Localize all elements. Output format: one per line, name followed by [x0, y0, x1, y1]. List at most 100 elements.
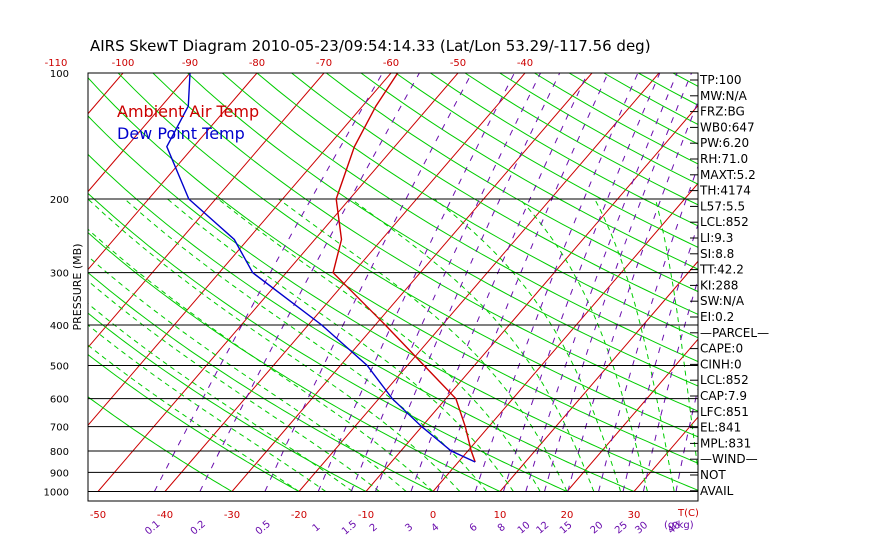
mixing-ratio-line	[567, 100, 698, 492]
dry-adiabat-line	[88, 312, 367, 492]
isotherm-line	[231, 73, 593, 492]
mixing-ratio-label: 0.2	[189, 519, 208, 538]
mixing-ratio-line	[474, 73, 639, 492]
dry-adiabat-line	[88, 271, 434, 492]
stability-index-entry: MAXT:5.2	[700, 168, 756, 182]
moist-adiabat-line	[167, 198, 514, 492]
dry-adiabat-line	[88, 353, 300, 492]
dry-adiabat-line	[499, 73, 698, 185]
mixing-ratio-line	[153, 73, 383, 492]
isotherm-line	[88, 73, 191, 193]
stability-index-entry: TP:100	[699, 73, 742, 87]
temp-top-tick-label: -100	[112, 58, 135, 69]
moist-adiabat-line	[88, 344, 300, 492]
mixing-ratio-label: 10	[516, 520, 533, 537]
isotherm-line	[88, 73, 325, 349]
moist-adiabat-line	[124, 198, 487, 492]
mixing-ratio-line	[675, 386, 698, 492]
temp-tick-label: 0	[430, 510, 436, 521]
temp-tick-label: -50	[90, 510, 106, 521]
mixing-ratio-label: 0.5	[254, 519, 273, 538]
dry-adiabat-line	[360, 73, 698, 270]
stability-index-entry: CAPE:0	[700, 342, 743, 356]
dry-adiabat-line	[291, 73, 698, 315]
mixing-ratio-line	[436, 73, 609, 492]
pressure-tick-label: 300	[50, 269, 69, 280]
temp-top-tick-label: -40	[517, 58, 533, 69]
pressure-tick-label: 1000	[44, 488, 69, 499]
mixing-ratio-label: 3	[403, 522, 415, 535]
stability-index-entry: LCL:852	[700, 215, 749, 229]
mixing-ratio-line	[525, 73, 678, 492]
temp-tick-label: -30	[224, 510, 240, 521]
mixing-ratio-line	[502, 73, 661, 492]
mixing-ratio-label: 8	[496, 522, 508, 535]
mixing-ratio-label: 6	[468, 522, 480, 535]
stability-index-entry: FRZ:BG	[700, 105, 745, 119]
mixing-ratio-line	[622, 223, 698, 492]
mixing-ratio-label: 4	[430, 522, 442, 535]
mixing-ratio-label: 1	[311, 522, 323, 535]
stability-index-entry: EL:841	[700, 421, 741, 435]
moist-adiabat-line	[88, 324, 327, 492]
temp-top-tick-label: -50	[450, 58, 466, 69]
mixing-ratio-label: 20	[589, 520, 606, 537]
isotherm-line	[0, 73, 56, 492]
pressure-tick-label: 100	[50, 69, 69, 80]
stability-index-entry: NOT	[700, 468, 726, 482]
isotherm-line	[298, 73, 660, 492]
stability-index-entry: MPL:831	[700, 436, 751, 450]
chart-title: AIRS SkewT Diagram 2010-05-23/09:54:14.3…	[90, 37, 651, 55]
mixing-ratio-line	[317, 73, 515, 492]
isotherm-line	[88, 73, 258, 271]
temp-tick-label: 10	[494, 510, 507, 521]
stability-index-entry: L57:5.5	[700, 199, 745, 213]
dry-adiabat-line	[88, 115, 698, 491]
moist-adiabat-line	[278, 198, 568, 492]
mixing-ratio-label: 12	[534, 520, 551, 537]
dry-adiabat-line	[88, 77, 698, 464]
mixing-ratio-label: 1.5	[340, 519, 359, 538]
dry-adiabat-line	[395, 73, 698, 248]
dry-adiabat-line	[152, 73, 698, 412]
isotherm-line	[566, 338, 698, 492]
stability-index-entry: LI:9.3	[700, 231, 733, 245]
dry-adiabat-line	[88, 396, 233, 492]
stability-index-entry: TH:4174	[699, 184, 751, 198]
mixing-ratio-label: 0.1	[143, 519, 162, 538]
dry-adiabat-line	[743, 73, 870, 492]
isotherm-line	[88, 73, 392, 427]
stability-index-entry: —PARCEL—	[700, 326, 769, 340]
dry-adiabat-line	[464, 73, 698, 206]
dewpoint-profile-line	[166, 73, 476, 463]
mixing-ratio-line	[642, 277, 698, 492]
stability-index-entry: CINH:0	[700, 357, 742, 371]
stability-index-entry: TT:42.2	[699, 263, 744, 277]
moist-adiabat-line	[88, 228, 434, 492]
temp-axis-unit-label: T(C)	[677, 508, 699, 519]
temp-top-tick-label: -60	[383, 58, 399, 69]
pressure-tick-label: 200	[50, 195, 69, 206]
moist-adiabat-line	[88, 198, 461, 492]
dry-adiabat-line	[187, 73, 698, 387]
pressure-tick-label: 600	[50, 395, 69, 406]
stability-index-entry: SW:N/A	[700, 294, 745, 308]
stability-index-entry: EI:0.2	[700, 310, 734, 324]
pressure-tick-label: 700	[50, 423, 69, 434]
dry-adiabat-line	[88, 231, 501, 492]
dry-adiabat-line	[88, 153, 635, 492]
legend-temp: Ambient Air Temp	[117, 102, 259, 121]
mixing-ratio-line	[199, 73, 420, 492]
mixing-ratio-label: 25	[613, 520, 630, 537]
stability-index-entry: CAP:7.9	[700, 389, 747, 403]
stability-index-entry: SI:8.8	[700, 247, 734, 261]
dry-adiabat-line	[638, 73, 698, 106]
stability-index-entry: AVAIL	[700, 484, 734, 498]
moist-adiabat-line	[434, 198, 622, 492]
pressure-tick-label: 500	[50, 362, 69, 373]
mixing-ratio-line	[375, 73, 561, 492]
mixing-ratio-line	[598, 164, 698, 492]
